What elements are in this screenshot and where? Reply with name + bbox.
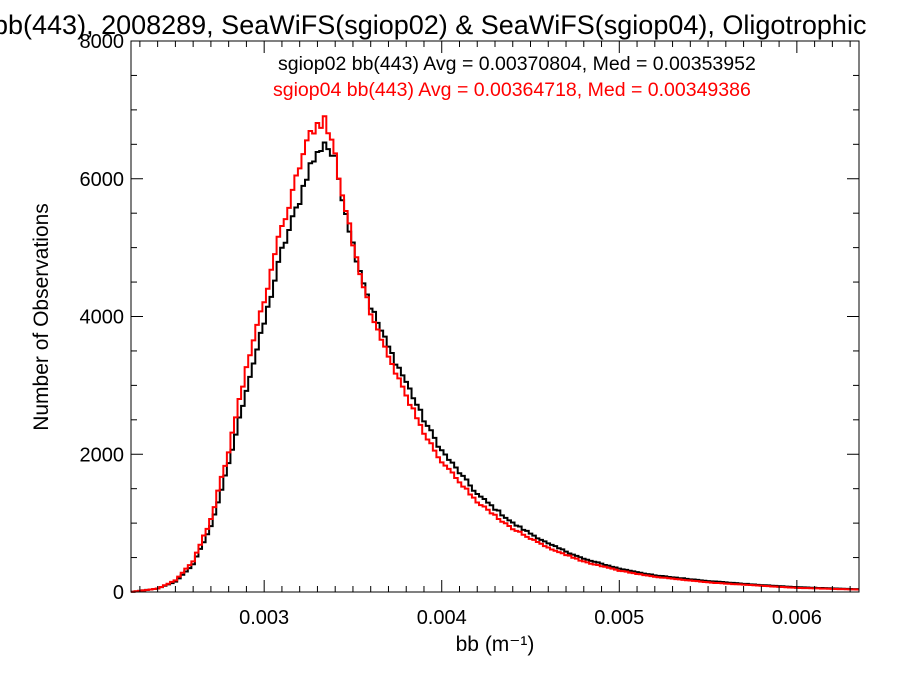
chart-title: bb(443), 2008289, SeaWiFS(sgiop02) & Sea… <box>0 10 866 40</box>
x-axis-label: bb (m⁻¹) <box>456 633 535 656</box>
y-tick-label: 2000 <box>80 444 125 466</box>
series-line-sgiop04 <box>131 115 859 593</box>
x-tick-label: 0.004 <box>417 607 467 629</box>
x-tick-label: 0.006 <box>772 607 822 629</box>
y-axis-label: Number of Observations <box>30 203 53 431</box>
y-tick-label: 6000 <box>80 169 125 191</box>
y-tick-label: 8000 <box>80 31 125 53</box>
y-tick-label: 0 <box>113 582 124 604</box>
series-line-sgiop02 <box>131 141 859 593</box>
tick-labels: 0.003 0.004 0.005 0.006 0 2000 4000 6000 8000 <box>80 31 822 629</box>
x-tick-label: 0.005 <box>594 607 644 629</box>
y-tick-label: 4000 <box>80 307 125 329</box>
series-layer <box>131 115 859 593</box>
axis-ticks <box>131 40 859 593</box>
legend-entry-sgiop02: sgiop02 bb(443) Avg = 0.00370804, Med = … <box>278 53 756 75</box>
x-tick-label: 0.003 <box>239 607 289 629</box>
legend-entry-sgiop04: sgiop04 bb(443) Avg = 0.00364718, Med = … <box>273 79 751 101</box>
